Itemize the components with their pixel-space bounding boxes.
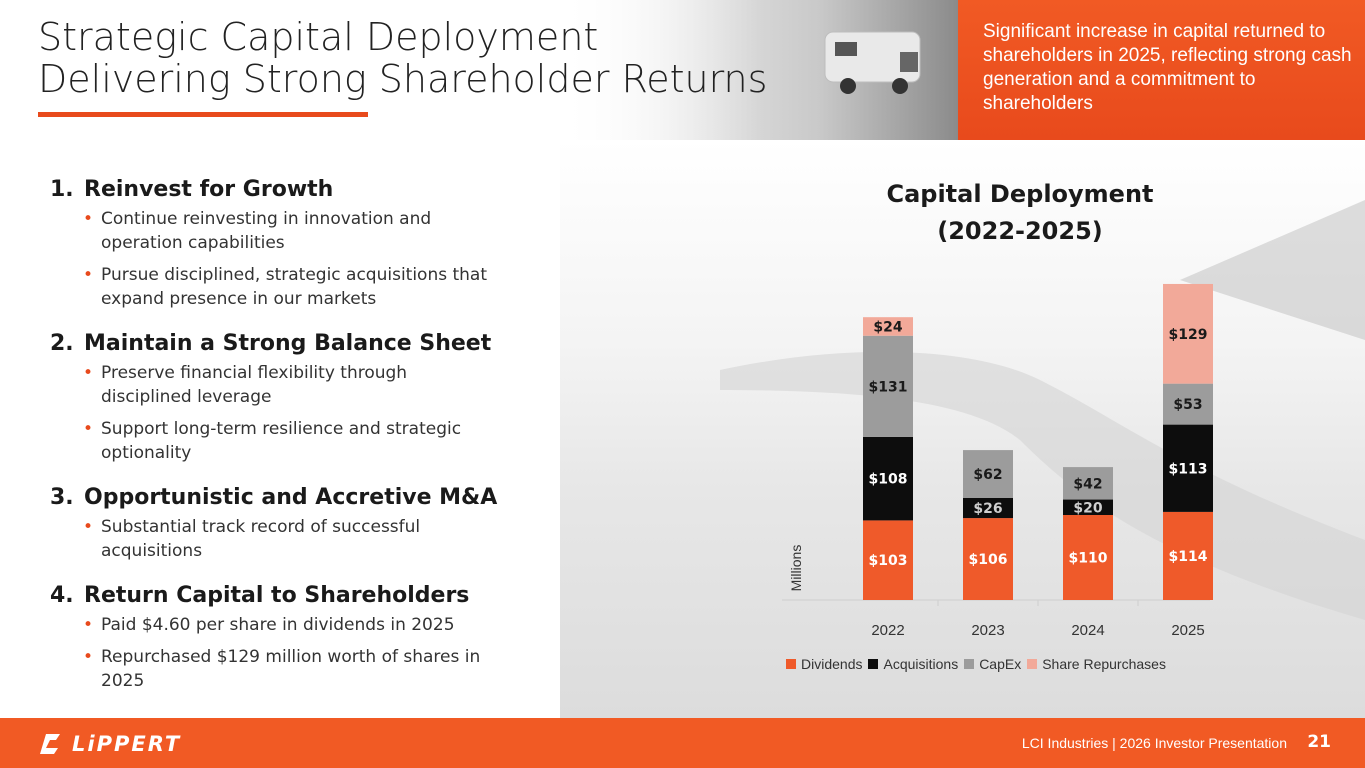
bar-capex-2023 bbox=[963, 450, 1013, 498]
legend-item: Acquisitions bbox=[868, 656, 958, 672]
section-title: Maintain a Strong Balance Sheet bbox=[84, 331, 492, 356]
x-tick-label: 2024 bbox=[1071, 622, 1104, 639]
page-title: Strategic Capital Deployment Delivering … bbox=[38, 16, 778, 100]
footer-text: LCI Industries | 2026 Investor Presentat… bbox=[1021, 735, 1287, 751]
data-label: $26 bbox=[973, 501, 1002, 517]
bar-dividends-2025 bbox=[1163, 511, 1213, 600]
legend-swatch bbox=[786, 659, 796, 669]
bar-share-repurchases-2022 bbox=[863, 317, 913, 336]
data-label: $129 bbox=[1169, 327, 1208, 343]
section-number: 3. bbox=[50, 485, 74, 510]
section-number: 4. bbox=[50, 583, 74, 608]
rv-image bbox=[824, 31, 921, 94]
legend-swatch bbox=[868, 659, 879, 669]
bullet-list: Paid $4.60 per share in dividends in 202… bbox=[50, 613, 630, 693]
strategy-list: 1. Reinvest for Growth Continue reinvestin… bbox=[50, 175, 630, 711]
legend-item: Dividends bbox=[786, 656, 862, 672]
bullet-list: Continue reinvesting in innovation and o… bbox=[50, 207, 630, 311]
chart-title-line-1: Capital Deployment bbox=[886, 180, 1154, 208]
data-label: $131 bbox=[869, 379, 908, 395]
bullet-item: Preserve financial flexibility through d… bbox=[83, 361, 503, 409]
data-label: $62 bbox=[973, 467, 1002, 483]
logo-wordmark: LiPPERT bbox=[72, 732, 182, 756]
legend-label: CapEx bbox=[979, 656, 1022, 672]
data-label: $113 bbox=[1169, 461, 1208, 477]
bullet-item: Continue reinvesting in innovation and o… bbox=[83, 207, 503, 255]
title-line-1: Strategic Capital Deployment bbox=[38, 15, 599, 59]
strategy-section: 2. Maintain a Strong Balance Sheet Preserv… bbox=[50, 329, 630, 465]
section-title: Reinvest for Growth bbox=[84, 177, 334, 202]
data-label: $53 bbox=[1173, 397, 1202, 413]
bar-acquisitions-2022 bbox=[863, 436, 913, 521]
section-heading: 4. Return Capital to Shareholders bbox=[50, 581, 630, 611]
section-heading: 2. Maintain a Strong Balance Sheet bbox=[50, 329, 630, 359]
data-label: $110 bbox=[1069, 551, 1108, 567]
bar-dividends-2022 bbox=[863, 520, 913, 600]
bullet-item: Repurchased $129 million worth of shares… bbox=[83, 645, 503, 693]
bar-acquisitions-2025 bbox=[1163, 424, 1213, 512]
road-background bbox=[560, 140, 1365, 718]
footer: LiPPERT LCI Industries | 2026 Investor P… bbox=[0, 718, 1365, 768]
bullet-list: Preserve financial flexibility through d… bbox=[50, 361, 630, 465]
section-heading: 3. Opportunistic and Accretive M&A bbox=[50, 483, 630, 513]
title-line-2: Delivering Strong Shareholder Returns bbox=[38, 57, 768, 101]
strategy-section: 1. Reinvest for Growth Continue reinvestin… bbox=[50, 175, 630, 311]
data-label: $114 bbox=[1169, 549, 1208, 565]
legend-label: Dividends bbox=[801, 656, 863, 672]
lippert-logo: LiPPERT bbox=[40, 732, 181, 756]
bullet-item: Paid $4.60 per share in dividends in 202… bbox=[83, 613, 503, 637]
section-title: Opportunistic and Accretive M&A bbox=[84, 485, 498, 510]
bar-capex-2022 bbox=[863, 335, 913, 437]
y-axis-label: Millions bbox=[788, 545, 804, 592]
bullet-list: Substantial track record of successful a… bbox=[50, 515, 630, 563]
strategy-section: 3. Opportunistic and Accretive M&A Substan… bbox=[50, 483, 630, 563]
data-label: $106 bbox=[969, 552, 1008, 568]
bullet-item: Substantial track record of successful a… bbox=[83, 515, 503, 563]
data-label: $103 bbox=[869, 553, 908, 569]
x-tick-label: 2022 bbox=[871, 622, 904, 639]
bar-capex-2024 bbox=[1063, 467, 1113, 500]
callout-box: Significant increase in capital returned… bbox=[958, 0, 1365, 140]
x-tick-label: 2023 bbox=[971, 622, 1004, 639]
legend-label: Share Repurchases bbox=[1042, 656, 1166, 672]
bullet-item: Support long-term resilience and strateg… bbox=[83, 417, 503, 465]
bar-capex-2025 bbox=[1163, 383, 1213, 425]
page-number: 21 bbox=[1307, 732, 1331, 752]
data-label: $42 bbox=[1073, 476, 1102, 492]
bar-acquisitions-2024 bbox=[1063, 499, 1113, 515]
legend-item: Share Repurchases bbox=[1027, 656, 1166, 672]
legend-label: Acquisitions bbox=[883, 656, 959, 672]
legend-item: CapEx bbox=[964, 656, 1021, 672]
chart-legend: Dividends Acquisitions CapEx Share Repurcha… bbox=[786, 656, 1166, 672]
bar-share-repurchases-2025 bbox=[1163, 283, 1213, 384]
capital-deployment-chart: Millions $103 $108 $131 $24 2022 $106 $26 $62 202… bbox=[782, 283, 1213, 639]
legend-swatch bbox=[964, 659, 975, 669]
bar-dividends-2023 bbox=[963, 518, 1013, 600]
bullet-item: Pursue disciplined, strategic acquisitio… bbox=[83, 263, 503, 311]
data-label: $20 bbox=[1073, 500, 1102, 516]
chart-title-line-2: (2022-2025) bbox=[937, 217, 1103, 245]
section-number: 2. bbox=[50, 331, 74, 356]
section-number: 1. bbox=[50, 177, 74, 202]
legend-swatch bbox=[1027, 659, 1038, 669]
x-tick-label: 2025 bbox=[1171, 622, 1204, 639]
bar-dividends-2024 bbox=[1063, 515, 1113, 600]
chart-title: Capital Deployment (2022-2025) bbox=[830, 176, 1210, 250]
data-label: $24 bbox=[873, 319, 902, 335]
lippert-logo-mark-icon bbox=[40, 734, 60, 754]
data-label: $108 bbox=[869, 472, 908, 488]
strategy-section: 4. Return Capital to Shareholders Paid $4.… bbox=[50, 581, 630, 693]
bar-acquisitions-2023 bbox=[963, 498, 1013, 519]
section-heading: 1. Reinvest for Growth bbox=[50, 175, 630, 205]
section-title: Return Capital to Shareholders bbox=[84, 583, 470, 608]
callout-text: Significant increase in capital returned… bbox=[983, 21, 1352, 114]
title-underline bbox=[38, 112, 368, 117]
